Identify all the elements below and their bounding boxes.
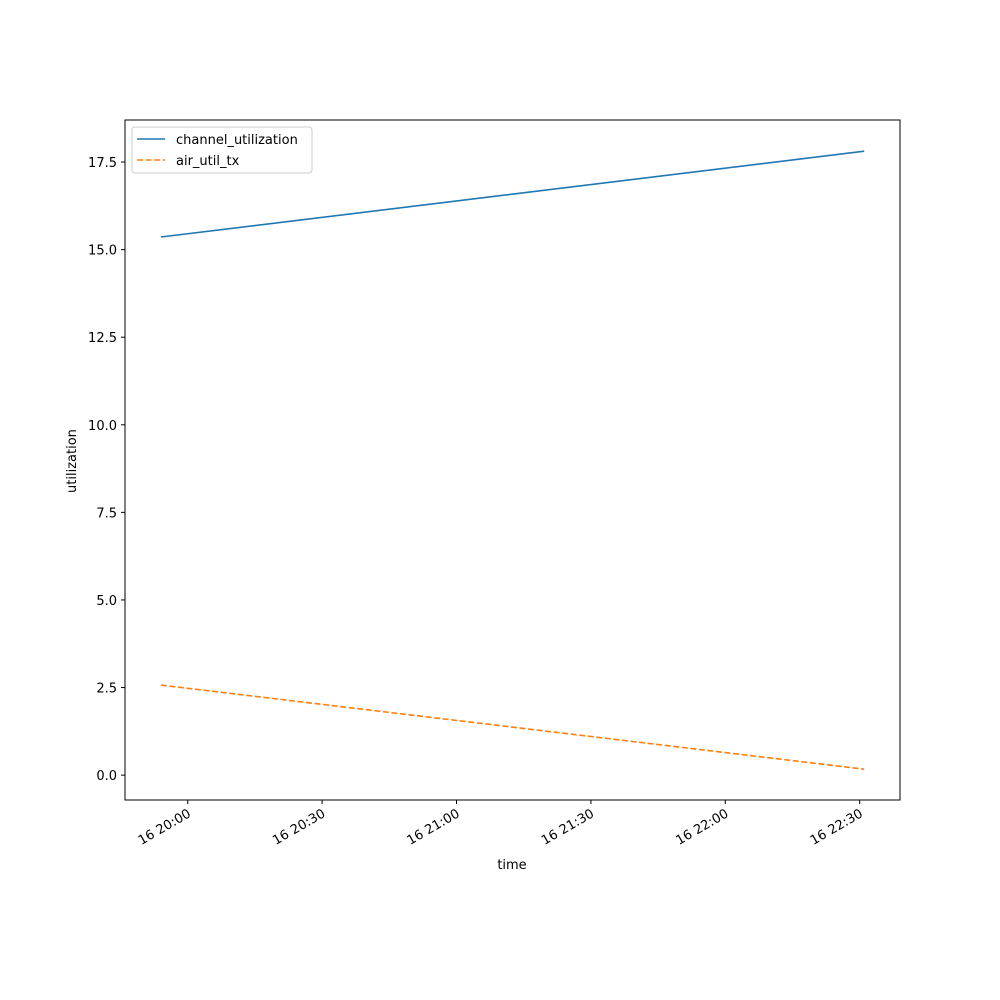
x-tick-label: 16 21:00 xyxy=(405,806,463,848)
x-tick-label: 16 22:30 xyxy=(808,806,866,848)
y-tick-label: 17.5 xyxy=(88,156,117,171)
x-tick-label: 16 21:30 xyxy=(539,806,597,848)
legend-label: channel_utilization xyxy=(176,133,298,148)
x-axis-label: time xyxy=(497,858,526,873)
y-tick-label: 0.0 xyxy=(96,769,117,784)
y-tick-label: 15.0 xyxy=(88,244,117,259)
line-series xyxy=(160,684,865,770)
y-tick-label: 5.0 xyxy=(96,594,117,609)
plot-frame xyxy=(124,119,901,801)
y-tick-label: 12.5 xyxy=(88,331,117,346)
y-tick-label: 10.0 xyxy=(88,419,117,434)
y-tick-label: 7.5 xyxy=(96,506,117,521)
x-tick-label: 16 20:00 xyxy=(136,806,194,848)
legend-label: air_util_tx xyxy=(176,154,240,169)
x-tick-label: 16 20:30 xyxy=(270,806,328,848)
x-tick-label: 16 22:00 xyxy=(673,806,731,848)
line-series xyxy=(160,150,865,238)
y-tick-label: 2.5 xyxy=(96,682,117,697)
legend-box xyxy=(131,126,313,174)
y-axis-label: utilization xyxy=(65,429,80,493)
